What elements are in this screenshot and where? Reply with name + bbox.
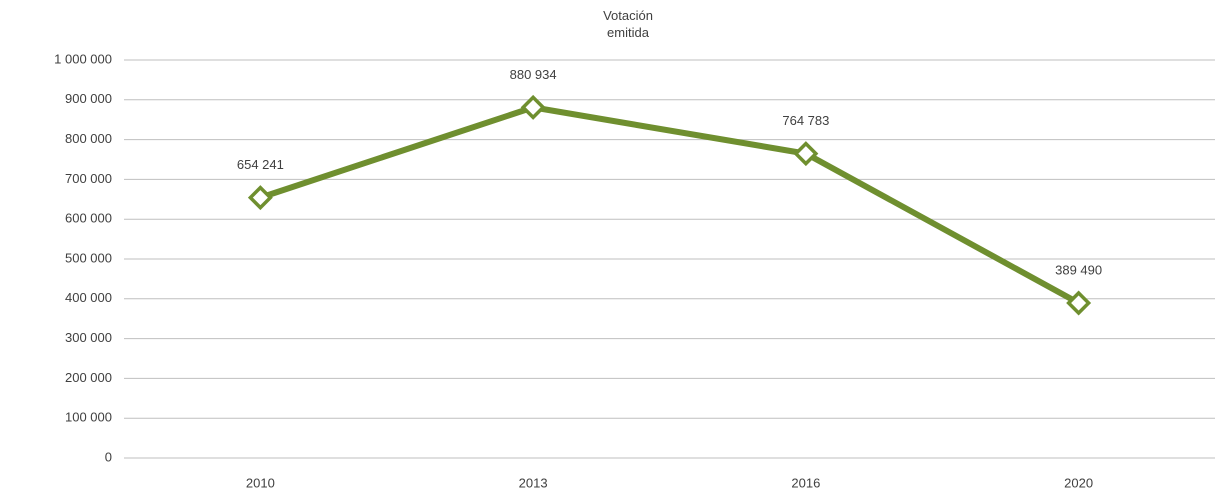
y-tick-label: 100 000 xyxy=(65,410,112,425)
x-tick-label: 2010 xyxy=(246,475,275,490)
y-tick-label: 500 000 xyxy=(65,250,112,265)
y-tick-label: 900 000 xyxy=(65,91,112,106)
data-label: 389 490 xyxy=(1055,262,1102,277)
data-label: 654 241 xyxy=(237,157,284,172)
data-label: 764 783 xyxy=(782,113,829,128)
x-tick-label: 2013 xyxy=(519,475,548,490)
y-tick-label: 300 000 xyxy=(65,330,112,345)
marker xyxy=(520,94,546,120)
y-tick-label: 700 000 xyxy=(65,171,112,186)
marker xyxy=(793,141,819,167)
chart-title: Votación emitida xyxy=(603,8,653,40)
marker xyxy=(1066,290,1092,316)
y-tick-label: 400 000 xyxy=(65,290,112,305)
y-tick-label: 800 000 xyxy=(65,131,112,146)
line xyxy=(259,104,1081,306)
x-tick-label: 2020 xyxy=(1064,475,1093,490)
data-label: 880 934 xyxy=(510,67,557,82)
y-tick-label: 200 000 xyxy=(65,370,112,385)
marker xyxy=(247,185,273,211)
y-tick-label: 1 000 000 xyxy=(54,51,112,66)
x-tick-label: 2016 xyxy=(791,475,820,490)
y-tick-label: 600 000 xyxy=(65,211,112,226)
y-tick-label: 0 xyxy=(105,449,112,464)
